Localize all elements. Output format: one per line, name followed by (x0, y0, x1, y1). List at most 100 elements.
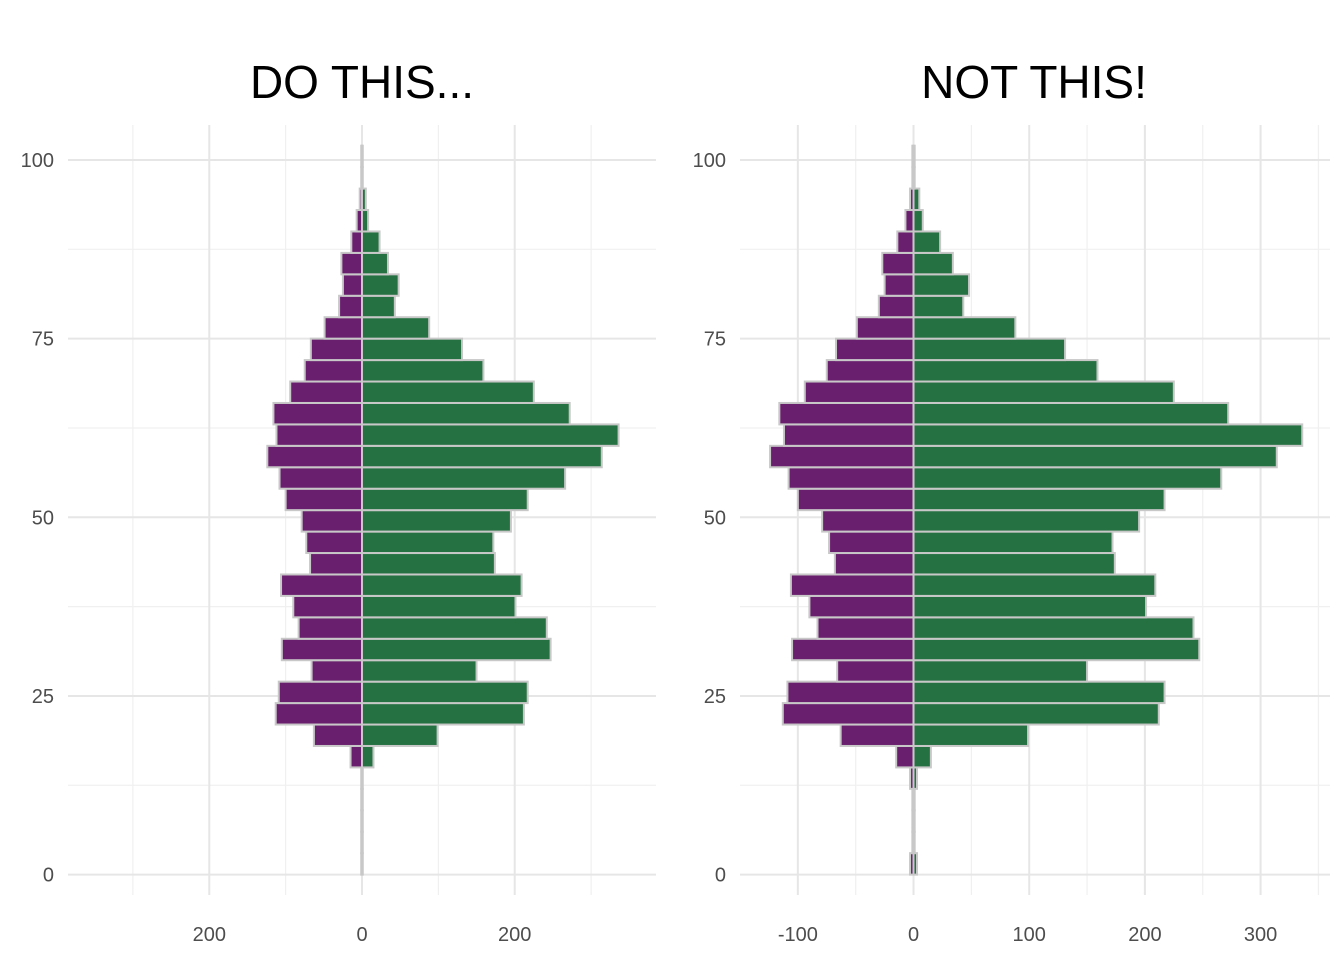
y-tick-label: 75 (704, 329, 726, 351)
bar-left (292, 594, 364, 619)
bar-left (803, 380, 915, 404)
bar-right (912, 187, 921, 212)
bar-left (855, 316, 915, 340)
bar-right (361, 809, 364, 833)
bar-left (816, 616, 915, 640)
panel-title: NOT THIS! (921, 56, 1147, 108)
bar-left (778, 401, 915, 426)
bar-left (280, 637, 363, 662)
bar-right (361, 680, 529, 705)
bar-right (361, 852, 364, 876)
x-tick-label: -100 (778, 924, 818, 946)
bar-left (877, 294, 915, 319)
y-tick-label: 75 (32, 329, 54, 351)
bar-left (341, 273, 363, 297)
bar-left (828, 530, 915, 555)
y-tick-label: 50 (32, 507, 54, 529)
bar-right (361, 787, 364, 812)
bar-right (361, 509, 512, 533)
bar-left (275, 423, 363, 447)
bar-left (289, 380, 363, 404)
y-tick-label: 0 (715, 865, 726, 887)
bar-left (839, 723, 915, 747)
bar-left (881, 251, 915, 276)
bar-left (297, 616, 364, 640)
bar-right (912, 380, 1175, 404)
bar-right (361, 380, 535, 404)
bar-left (277, 680, 364, 705)
bar-left (310, 659, 364, 683)
bar-right (361, 273, 400, 297)
bar-left (309, 552, 363, 576)
bar-left (789, 573, 915, 597)
bar-right (361, 616, 548, 640)
x-tick-label: 0 (908, 924, 919, 946)
bar-left (896, 230, 915, 254)
bar-left (266, 444, 363, 469)
x-tick-label: 200 (193, 924, 226, 946)
bar-right (361, 830, 364, 855)
bar-right (912, 337, 1067, 362)
bar-left (272, 401, 363, 426)
bar-left (284, 487, 363, 512)
bar-right (912, 744, 932, 769)
bar-right (361, 552, 496, 576)
bar-right (361, 209, 370, 233)
bar-right (912, 702, 1160, 726)
bar-left (278, 466, 364, 490)
bar-left (883, 273, 915, 297)
bar-right (361, 423, 620, 447)
bar-right (912, 552, 1116, 576)
bar-right (912, 423, 1304, 447)
y-tick-label: 100 (693, 150, 726, 172)
bar-left (280, 573, 363, 597)
bar-left (309, 337, 363, 362)
bar-left (904, 209, 915, 233)
bar-left (338, 294, 364, 319)
bar-left (349, 744, 363, 769)
bar-left (781, 702, 915, 726)
bar-right (912, 680, 1166, 705)
bar-right (361, 594, 517, 619)
y-tick-label: 25 (704, 686, 726, 708)
bar-right (912, 487, 1166, 512)
bar-left (300, 509, 364, 533)
bar-left (769, 444, 915, 469)
y-tick-label: 50 (704, 507, 726, 529)
bar-right (912, 809, 916, 833)
bar-right (912, 401, 1230, 426)
bar-right (361, 251, 389, 276)
bar-left (825, 359, 915, 383)
y-tick-label: 25 (32, 686, 54, 708)
bar-left (835, 337, 915, 362)
bar-right (912, 830, 916, 855)
bar-right (361, 530, 495, 555)
bar-right (361, 573, 523, 597)
bar-right (361, 294, 396, 319)
bar-right (361, 702, 525, 726)
x-tick-label: 200 (1128, 924, 1161, 946)
bar-right (912, 659, 1089, 683)
panel-2: NOT THIS! -100 0 100 200 300 0 25 50 75 100 (693, 56, 1330, 946)
bar-right (361, 337, 464, 362)
bar-right (912, 316, 1017, 340)
bar-right (912, 530, 1114, 555)
x-tick-label: 200 (498, 924, 531, 946)
bar-right (912, 144, 916, 169)
bar-right (361, 766, 364, 790)
bar-right (912, 573, 1157, 597)
panel-1: DO THIS... 200 0 200 0 25 50 75 100 (21, 56, 656, 946)
bar-right (912, 766, 919, 790)
bar-right (361, 144, 364, 169)
bar-right (912, 273, 971, 297)
bar-right (361, 316, 431, 340)
bar-left (305, 530, 363, 555)
bar-right (361, 487, 529, 512)
bar-right (361, 466, 567, 490)
bar-right (912, 509, 1141, 533)
bar-right (912, 359, 1099, 383)
bar-right (361, 359, 485, 383)
bar-right (912, 230, 942, 254)
x-tick-label: 300 (1244, 924, 1277, 946)
bar-right (361, 187, 367, 212)
